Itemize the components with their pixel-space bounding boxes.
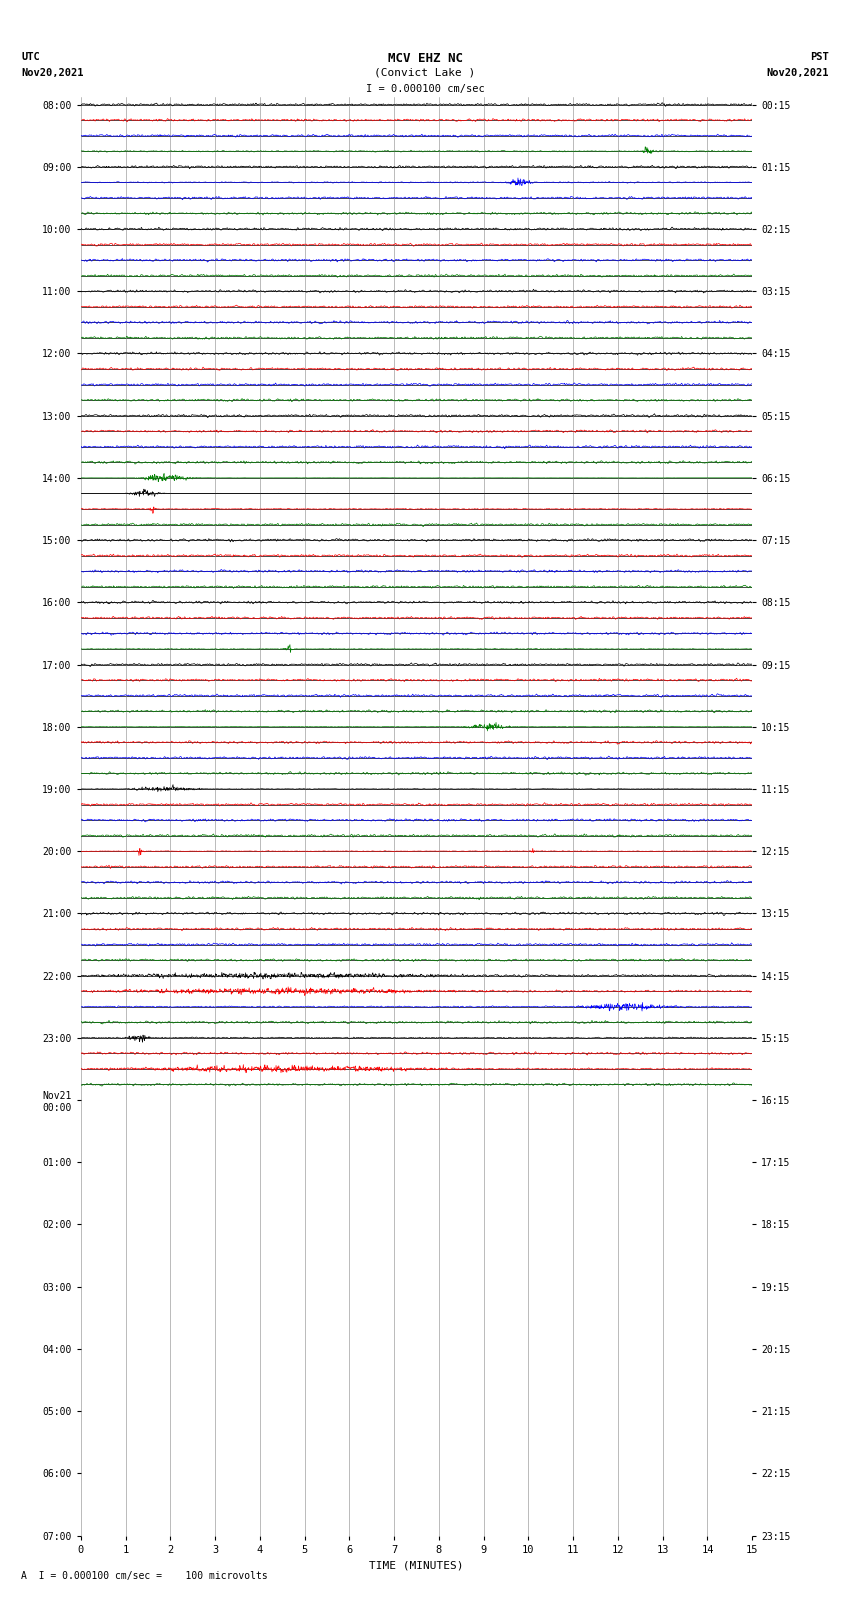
Text: (Convict Lake ): (Convict Lake ) [374,68,476,77]
Text: MCV EHZ NC: MCV EHZ NC [388,52,462,65]
X-axis label: TIME (MINUTES): TIME (MINUTES) [369,1560,464,1569]
Text: Nov20,2021: Nov20,2021 [766,68,829,77]
Text: I = 0.000100 cm/sec: I = 0.000100 cm/sec [366,84,484,94]
Text: Nov20,2021: Nov20,2021 [21,68,84,77]
Text: PST: PST [810,52,829,61]
Text: UTC: UTC [21,52,40,61]
Text: A  I = 0.000100 cm/sec =    100 microvolts: A I = 0.000100 cm/sec = 100 microvolts [21,1571,268,1581]
